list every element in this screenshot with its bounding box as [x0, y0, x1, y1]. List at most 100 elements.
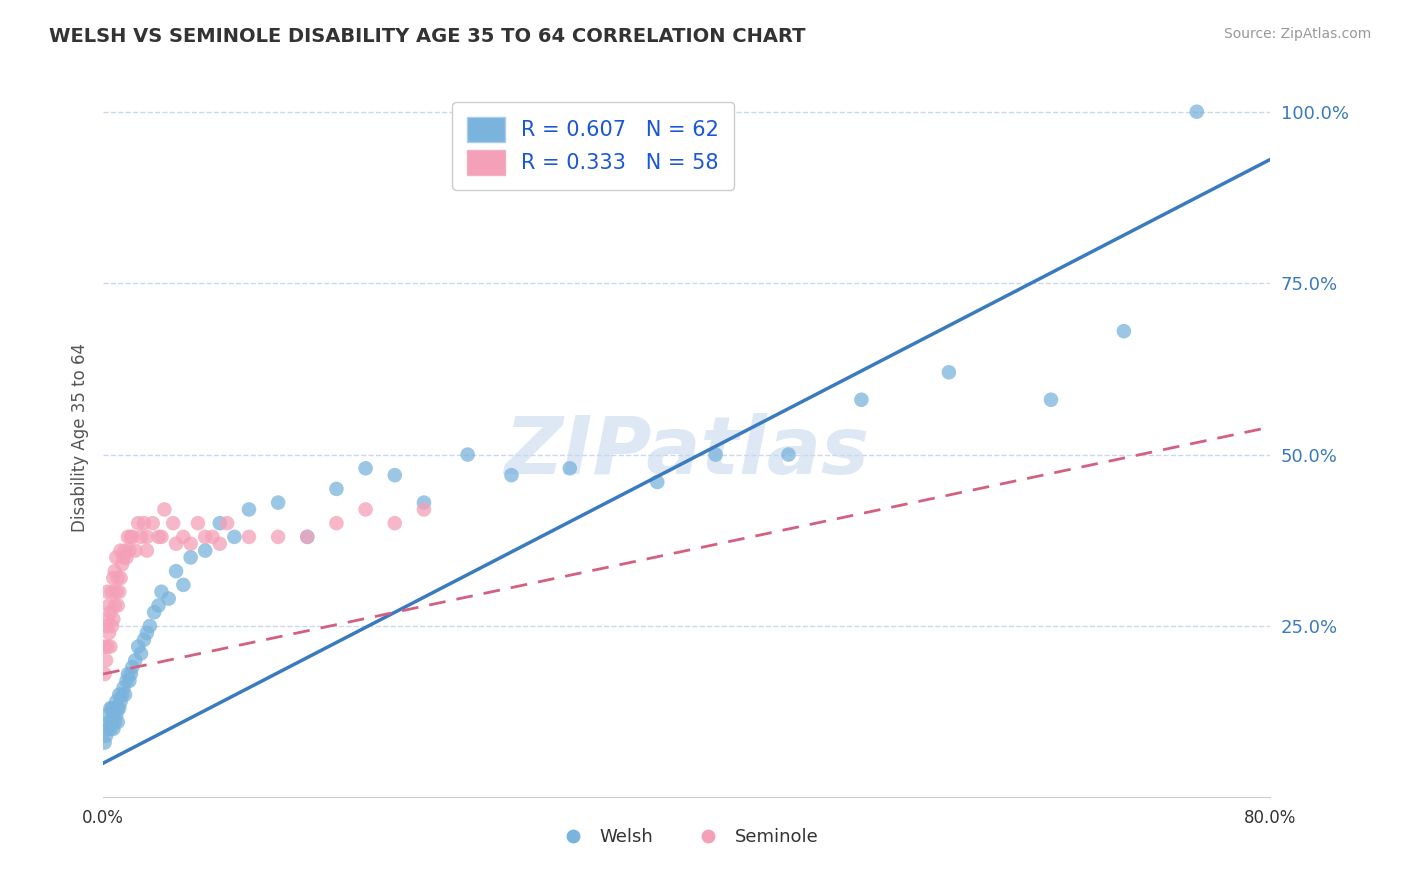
Point	[117, 530, 139, 544]
Point	[153, 502, 176, 516]
Point	[413, 502, 436, 516]
Point	[165, 564, 187, 578]
Point	[118, 673, 141, 688]
Point	[165, 537, 187, 551]
Point	[114, 688, 136, 702]
Point	[201, 530, 224, 544]
Point	[105, 584, 128, 599]
Point	[105, 694, 128, 708]
Point	[107, 571, 129, 585]
Point	[94, 729, 117, 743]
Point	[645, 475, 668, 489]
Point	[100, 722, 122, 736]
Point	[157, 591, 180, 606]
Point	[108, 701, 131, 715]
Point	[208, 516, 231, 531]
Point	[172, 578, 194, 592]
Point	[120, 667, 142, 681]
Point	[938, 365, 960, 379]
Point	[115, 550, 138, 565]
Point	[1112, 324, 1135, 338]
Legend: Welsh, Seminole: Welsh, Seminole	[547, 821, 825, 854]
Text: WELSH VS SEMINOLE DISABILITY AGE 35 TO 64 CORRELATION CHART: WELSH VS SEMINOLE DISABILITY AGE 35 TO 6…	[49, 27, 806, 45]
Point	[96, 640, 118, 654]
Point	[97, 626, 120, 640]
Point	[1039, 392, 1062, 407]
Point	[148, 530, 170, 544]
Point	[111, 558, 134, 572]
Point	[97, 714, 120, 729]
Point	[115, 673, 138, 688]
Point	[93, 736, 115, 750]
Point	[100, 701, 122, 715]
Point	[103, 571, 125, 585]
Point	[107, 701, 129, 715]
Point	[100, 640, 122, 654]
Point	[354, 502, 377, 516]
Point	[457, 448, 479, 462]
Point	[135, 626, 157, 640]
Point	[129, 647, 152, 661]
Point	[208, 537, 231, 551]
Point	[96, 708, 118, 723]
Point	[778, 448, 800, 462]
Point	[297, 530, 319, 544]
Point	[238, 530, 260, 544]
Point	[108, 584, 131, 599]
Point	[354, 461, 377, 475]
Point	[96, 584, 118, 599]
Point	[127, 640, 149, 654]
Point	[96, 612, 118, 626]
Point	[325, 516, 347, 531]
Point	[224, 530, 246, 544]
Point	[148, 599, 170, 613]
Point	[187, 516, 209, 531]
Point	[100, 605, 122, 619]
Point	[143, 605, 166, 619]
Y-axis label: Disability Age 35 to 64: Disability Age 35 to 64	[72, 343, 89, 532]
Point	[94, 653, 117, 667]
Point	[107, 599, 129, 613]
Point	[180, 550, 202, 565]
Point	[132, 632, 155, 647]
Point	[558, 461, 581, 475]
Point	[384, 516, 406, 531]
Point	[162, 516, 184, 531]
Point	[104, 564, 127, 578]
Point	[1185, 104, 1208, 119]
Point	[118, 543, 141, 558]
Point	[325, 482, 347, 496]
Point	[112, 550, 135, 565]
Point	[129, 530, 152, 544]
Point	[110, 571, 132, 585]
Point	[114, 543, 136, 558]
Point	[93, 640, 115, 654]
Point	[267, 495, 290, 509]
Point	[142, 516, 165, 531]
Point	[110, 543, 132, 558]
Point	[103, 612, 125, 626]
Point	[127, 516, 149, 531]
Point	[194, 530, 217, 544]
Point	[96, 722, 118, 736]
Point	[135, 530, 157, 544]
Point	[121, 530, 143, 544]
Point	[172, 530, 194, 544]
Point	[132, 516, 155, 531]
Point	[150, 584, 173, 599]
Point	[105, 708, 128, 723]
Point	[110, 694, 132, 708]
Point	[111, 688, 134, 702]
Point	[103, 722, 125, 736]
Point	[107, 714, 129, 729]
Point	[103, 708, 125, 723]
Point	[105, 550, 128, 565]
Point	[93, 667, 115, 681]
Point	[101, 701, 124, 715]
Point	[297, 530, 319, 544]
Text: Source: ZipAtlas.com: Source: ZipAtlas.com	[1223, 27, 1371, 41]
Point	[101, 619, 124, 633]
Point	[97, 599, 120, 613]
Point	[120, 530, 142, 544]
Point	[124, 543, 146, 558]
